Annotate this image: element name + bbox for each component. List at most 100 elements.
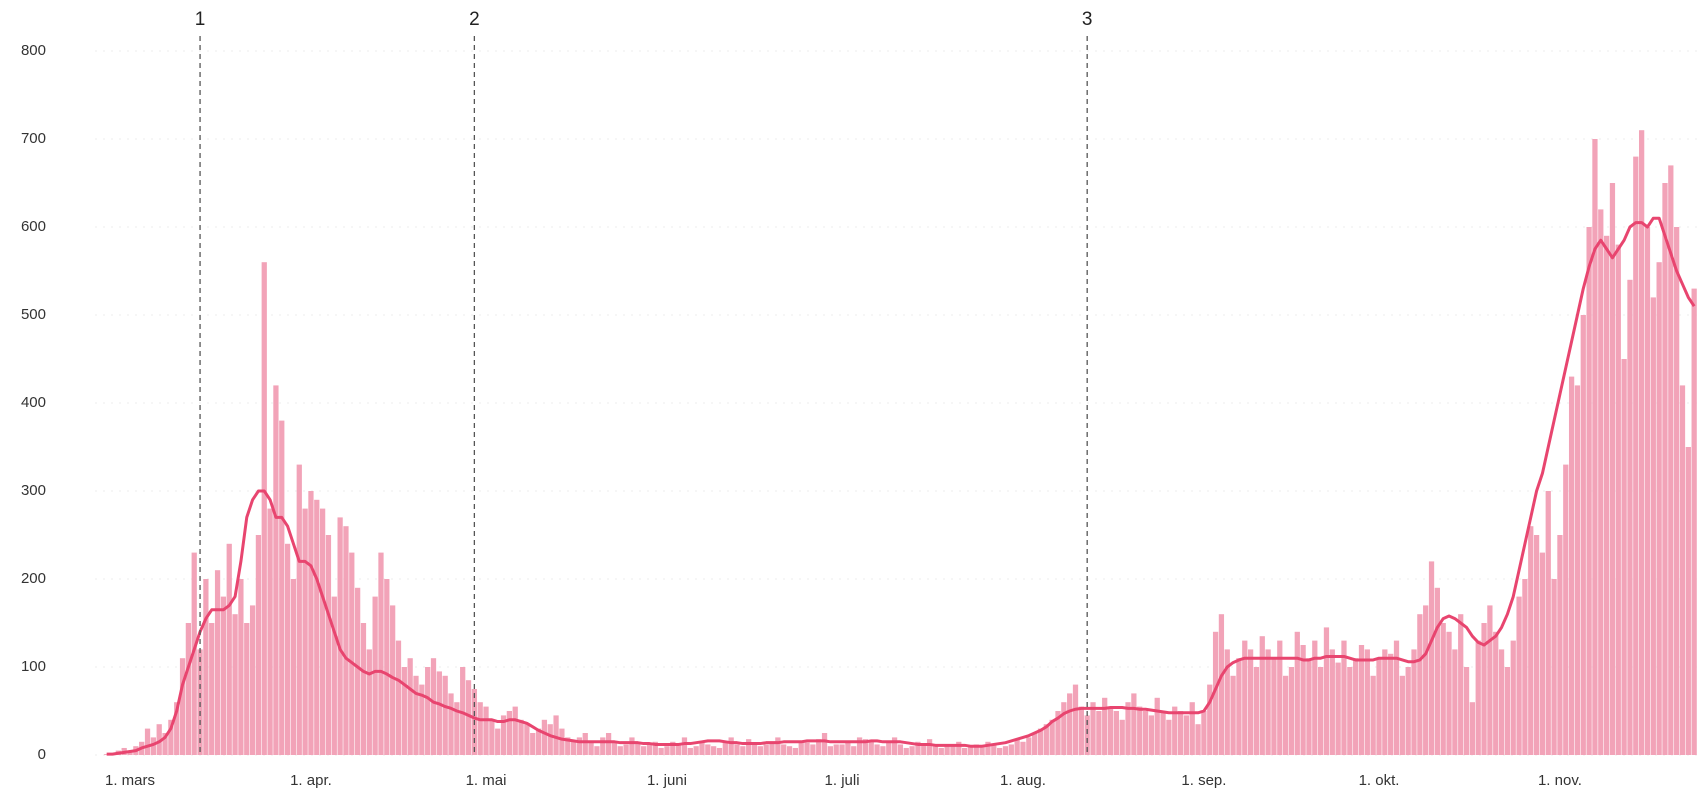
bar xyxy=(956,741,962,755)
bar xyxy=(419,684,425,755)
bar xyxy=(279,420,285,755)
bar xyxy=(1440,623,1446,755)
bar xyxy=(915,741,921,755)
bar xyxy=(1014,739,1020,755)
bar xyxy=(664,746,670,755)
bar xyxy=(308,491,314,755)
bar xyxy=(1084,715,1090,755)
bar xyxy=(1142,711,1149,755)
x-tick-label: 1. juli xyxy=(825,772,860,789)
bar xyxy=(868,741,874,755)
bar xyxy=(1335,662,1341,755)
bar xyxy=(378,552,384,755)
bar xyxy=(967,746,974,755)
bar xyxy=(909,746,915,755)
bar xyxy=(769,741,775,755)
bar xyxy=(804,742,810,755)
bar xyxy=(477,702,483,755)
bar xyxy=(921,744,927,755)
bar xyxy=(1323,627,1330,755)
bar xyxy=(1119,719,1125,755)
bar xyxy=(1137,706,1143,755)
bar xyxy=(448,693,454,755)
bar xyxy=(786,746,793,755)
bar xyxy=(1533,535,1540,755)
bar xyxy=(1615,244,1621,755)
bar xyxy=(594,746,600,755)
x-tick-label: 1. juni xyxy=(647,772,687,789)
bar xyxy=(833,744,839,755)
bar xyxy=(1300,645,1306,755)
bar xyxy=(314,499,320,755)
bar xyxy=(1230,675,1236,755)
bar xyxy=(693,746,699,755)
bar xyxy=(1096,711,1102,755)
bar xyxy=(646,744,653,755)
bar xyxy=(372,596,378,755)
bar xyxy=(979,746,985,755)
bar xyxy=(1329,649,1335,755)
bar xyxy=(273,385,279,755)
bar xyxy=(1469,702,1476,755)
bar xyxy=(1032,733,1038,755)
bar xyxy=(1428,561,1435,755)
bar xyxy=(220,596,227,755)
bar xyxy=(1679,385,1686,755)
bar xyxy=(518,719,524,755)
bar xyxy=(775,737,781,755)
bar xyxy=(413,675,419,755)
bar xyxy=(1504,667,1511,755)
bar xyxy=(1621,359,1627,755)
bar xyxy=(1102,697,1108,755)
bar xyxy=(705,744,711,755)
bar xyxy=(950,746,956,755)
bar xyxy=(1364,649,1370,755)
bar xyxy=(209,623,215,755)
bar xyxy=(623,744,629,755)
bar xyxy=(1125,702,1131,755)
x-tick-label: 1. mars xyxy=(105,772,155,789)
bar xyxy=(1516,596,1522,755)
bar xyxy=(1633,156,1639,756)
bar xyxy=(1113,711,1119,755)
bar xyxy=(1358,645,1365,755)
bar xyxy=(1160,711,1166,755)
bar xyxy=(856,737,863,755)
bar xyxy=(249,605,256,755)
bar xyxy=(535,728,542,755)
bar xyxy=(1043,724,1049,755)
y-tick-label: 700 xyxy=(21,130,46,147)
bar xyxy=(512,706,518,755)
bar xyxy=(582,733,588,755)
bar xyxy=(973,744,979,755)
bar xyxy=(1312,640,1318,755)
bar xyxy=(1253,667,1260,755)
bar xyxy=(395,640,402,755)
bar xyxy=(781,744,787,755)
bar xyxy=(711,746,717,755)
bar xyxy=(629,737,635,755)
bar xyxy=(740,746,746,755)
bar xyxy=(244,623,250,755)
bar xyxy=(430,658,437,755)
bar xyxy=(506,711,513,755)
bar xyxy=(261,262,267,755)
bar xyxy=(255,535,262,755)
bar xyxy=(1656,262,1662,755)
bar xyxy=(1545,491,1551,755)
bar xyxy=(343,526,349,755)
bar xyxy=(483,706,489,755)
bar xyxy=(185,623,192,755)
bar xyxy=(985,741,991,755)
bar xyxy=(1487,605,1493,755)
bar xyxy=(454,702,460,755)
bar xyxy=(611,741,618,755)
bar xyxy=(746,739,752,755)
bar xyxy=(722,741,728,755)
bar xyxy=(267,508,273,755)
bar xyxy=(1662,183,1668,755)
bar xyxy=(1668,165,1674,755)
bar xyxy=(319,508,326,755)
bar xyxy=(1247,649,1254,755)
bar xyxy=(1423,605,1429,755)
